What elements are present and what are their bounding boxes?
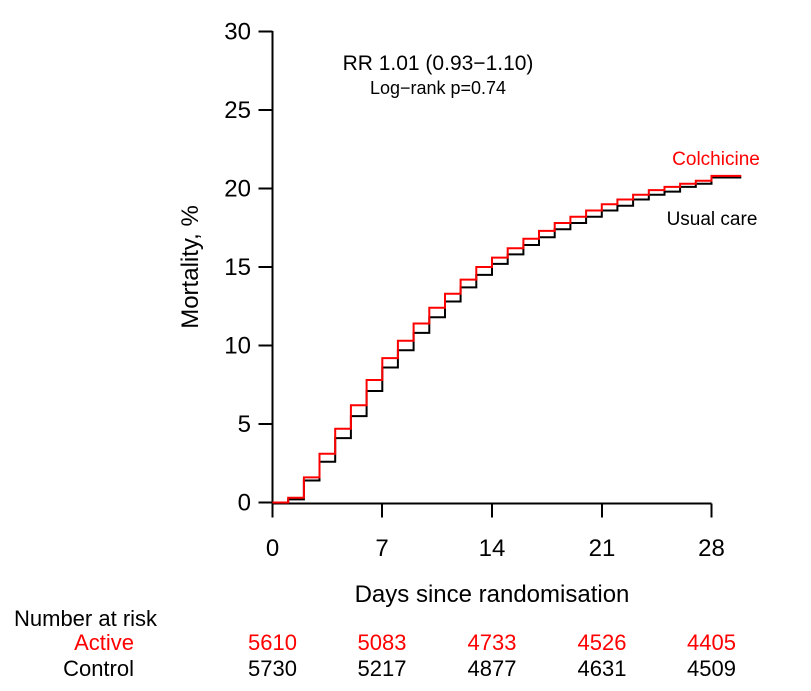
logrank-annotation: Log−rank p=0.74 — [370, 78, 506, 98]
risk-value: 5083 — [358, 630, 407, 655]
y-tick-label: 10 — [224, 333, 251, 360]
colchicine-curve — [272, 174, 742, 504]
x-tick-label: 7 — [375, 535, 388, 562]
x-tick-label: 14 — [479, 535, 506, 562]
risk-value: 5730 — [248, 656, 297, 681]
risk-value: 4405 — [687, 630, 736, 655]
risk-table-title: Number at risk — [14, 606, 158, 631]
usual-care-curve-label: Usual care — [667, 209, 758, 230]
rr-annotation: RR 1.01 (0.93−1.10) — [343, 52, 534, 75]
risk-value: 4526 — [578, 630, 627, 655]
risk-value: 4509 — [687, 656, 736, 681]
y-tick-label: 15 — [224, 254, 251, 281]
x-tick-label: 21 — [589, 535, 616, 562]
risk-value: 5217 — [358, 656, 407, 681]
risk-row-label-active: Active — [74, 630, 134, 655]
x-axis-title: Days since randomisation — [355, 581, 630, 608]
risk-value: 4733 — [468, 630, 517, 655]
risk-row-label-control: Control — [63, 656, 134, 681]
y-axis-title: Mortality, % — [177, 205, 204, 329]
x-tick-label: 28 — [698, 535, 725, 562]
risk-value: 5610 — [248, 630, 297, 655]
y-tick-label: 30 — [224, 19, 251, 46]
risk-value: 4631 — [578, 656, 627, 681]
y-tick-label: 0 — [238, 490, 251, 517]
x-tick-label: 0 — [266, 535, 279, 562]
y-tick-label: 5 — [238, 411, 251, 438]
y-tick-label: 20 — [224, 176, 251, 203]
risk-value: 4877 — [468, 656, 517, 681]
y-tick-label: 25 — [224, 97, 251, 124]
colchicine-curve-label: Colchicine — [672, 149, 760, 170]
